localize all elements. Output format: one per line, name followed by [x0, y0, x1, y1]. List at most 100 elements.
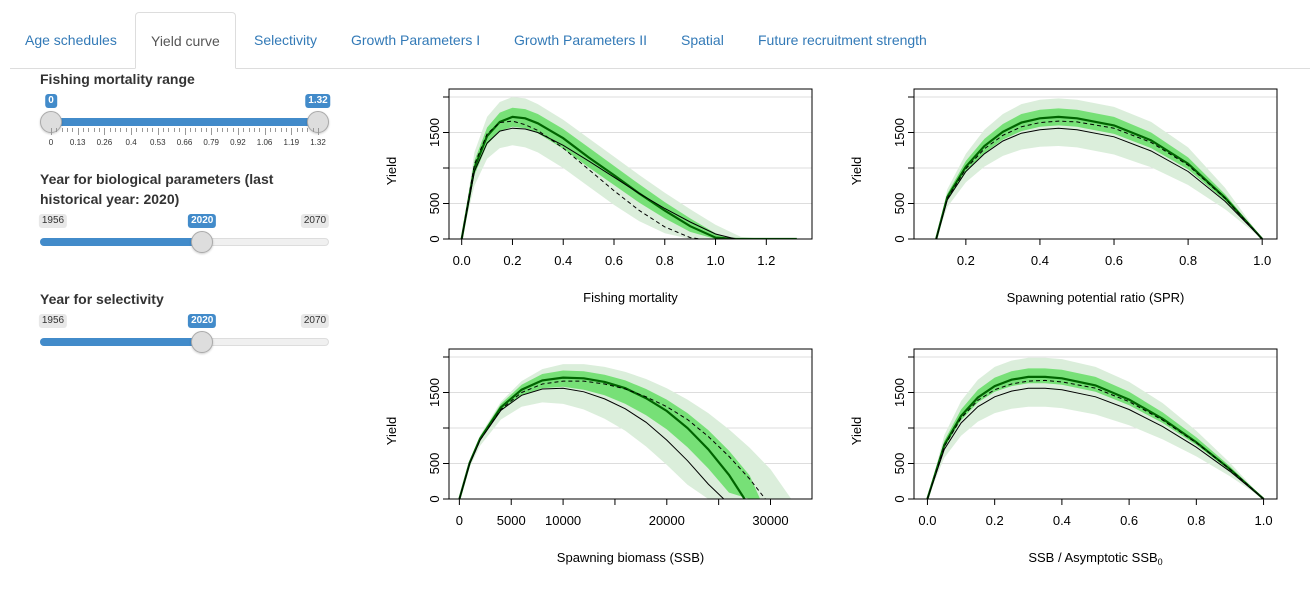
tab-future-recruitment-strength[interactable]: Future recruitment strength [758, 32, 927, 48]
x-tick-label: 0.2 [503, 253, 521, 268]
x-tick-label: 30000 [752, 513, 788, 528]
slider-grid-tick [125, 128, 127, 132]
slider-value-badge: 2020 [188, 214, 217, 228]
x-tick-label: 5000 [497, 513, 526, 528]
slider-grid-label: 0.79 [203, 138, 219, 147]
slider-grid-tick [104, 128, 106, 135]
slider-grid-label: 0.13 [69, 138, 86, 147]
slider-grid-tick [168, 128, 170, 132]
slider-grid-tick [141, 128, 143, 132]
y-axis-label: Yield [384, 417, 399, 445]
y-tick-label: 1500 [427, 378, 442, 407]
x-axis-label: Fishing mortality [583, 290, 678, 305]
y-tick-label: 500 [427, 453, 442, 475]
slider-grid-tick [200, 128, 202, 132]
slider-grid-label: 1.32 [310, 138, 326, 147]
tab-yield-curve[interactable]: Yield curve [135, 12, 236, 69]
solid-yield-line [926, 387, 1264, 499]
plot-frame [913, 88, 1278, 240]
slider-grid-tick [173, 128, 175, 132]
slider-grid-tick [227, 128, 229, 132]
x-tick-label: 1.0 [706, 253, 724, 268]
yield-vs-relative-ssb-plot: 0 500 1500 Yield 0.0 0.2 0.4 0.6 0.8 1.0 SSB / Asy… [849, 348, 1278, 567]
slider-grid-tick [189, 128, 191, 132]
y-axis-label: Yield [384, 157, 399, 185]
slider-grid-tick [312, 128, 314, 132]
plot-frame [448, 348, 813, 500]
y-axis-label: Yield [849, 417, 864, 445]
slider-grid-tick [232, 128, 234, 132]
slider-value-badge: 2020 [188, 314, 217, 328]
tab-bar: Age schedules Yield curve Selectivity Gr… [10, 12, 1310, 69]
slider-grid-tick [205, 128, 207, 132]
x-axis-label: Spawning biomass (SSB) [557, 550, 704, 565]
slider-grid-tick [285, 128, 287, 132]
y-tick-label: 1500 [892, 378, 907, 407]
tab-growth-parameters-i[interactable]: Growth Parameters I [351, 32, 481, 48]
y-tick-label: 500 [892, 453, 907, 475]
slider-grid-tick [184, 128, 186, 135]
x-tick-label: 0 [456, 513, 463, 528]
x-tick-label: 1.2 [757, 253, 775, 268]
tab-growth-parameters-ii[interactable]: Growth Parameters II [514, 32, 648, 48]
range-to-value-badge: 1.32 [305, 94, 331, 108]
slider-grid-tick [136, 128, 138, 132]
slider-grid-tick [93, 128, 95, 132]
slider-grid-label: 1.06 [256, 138, 273, 147]
x-tick-label: 0.4 [554, 253, 572, 268]
slider-range-fill [51, 118, 318, 126]
fishing-mortality-range-label: Fishing mortality range [40, 71, 195, 87]
plot-series [458, 364, 792, 499]
slider-grid-tick [99, 128, 101, 132]
x-tick-label: 0.8 [1187, 513, 1205, 528]
slider-grid-label: 0 [48, 138, 54, 147]
slider-grid-tick [211, 128, 213, 135]
x-tick-label: 0.4 [1031, 253, 1049, 268]
slider-grid-tick [72, 128, 74, 132]
tab-spatial[interactable]: Spatial [681, 32, 724, 48]
median-yield-line [458, 376, 746, 499]
slider-min-label: 1956 [38, 214, 68, 228]
x-axis-label: Spawning potential ratio (SPR) [1007, 290, 1185, 305]
plot-frame [448, 88, 813, 240]
x-tick-label: 1.0 [1255, 513, 1273, 528]
y-tick-label: 0 [427, 495, 442, 502]
y-tick-label: 1500 [427, 118, 442, 147]
slider-fill [40, 238, 203, 246]
tab-age-schedules[interactable]: Age schedules [25, 32, 117, 48]
y-tick-label: 1500 [892, 118, 907, 147]
slider-grid-tick [264, 128, 266, 135]
slider-handle[interactable] [191, 331, 214, 353]
slider-grid-tick [248, 128, 250, 132]
slider-grid-tick [216, 128, 218, 132]
slider-grid-label: 0.66 [176, 138, 193, 147]
x-tick-label: 0.6 [1120, 513, 1138, 528]
slider-min-label: 1956 [38, 314, 68, 328]
slider-grid-tick [179, 128, 181, 132]
slider-grid-tick [157, 128, 159, 135]
slider-grid-tick [152, 128, 154, 132]
x-tick-label: 0.0 [918, 513, 936, 528]
slider-handle[interactable] [191, 231, 214, 253]
median-yield-line [926, 375, 1265, 499]
slider-grid-tick [131, 128, 133, 135]
outer-uncertainty-band [927, 357, 1264, 499]
range-from-value-badge: 0 [45, 94, 57, 108]
slider-grid-label: 0.26 [96, 138, 113, 147]
slider-grid-tick [83, 128, 85, 132]
selectivity-year-label: Year for selectivity [40, 291, 164, 307]
subscript: 0 [1158, 557, 1163, 567]
slider-grid-tick [195, 128, 197, 132]
slider-grid-tick [296, 128, 298, 132]
slider-grid-tick [67, 128, 69, 132]
slider-grid-tick [221, 128, 223, 132]
slider-grid-tick [280, 128, 282, 132]
slider-grid-tick [109, 128, 111, 132]
tab-selectivity[interactable]: Selectivity [254, 32, 318, 48]
y-axis-label: Yield [849, 157, 864, 185]
x-tick-label: 0.6 [1105, 253, 1123, 268]
slider-grid-tick [269, 128, 271, 132]
slider-grid-tick [115, 128, 117, 132]
slider-fill [40, 338, 203, 346]
slider-grid-tick [259, 128, 261, 132]
